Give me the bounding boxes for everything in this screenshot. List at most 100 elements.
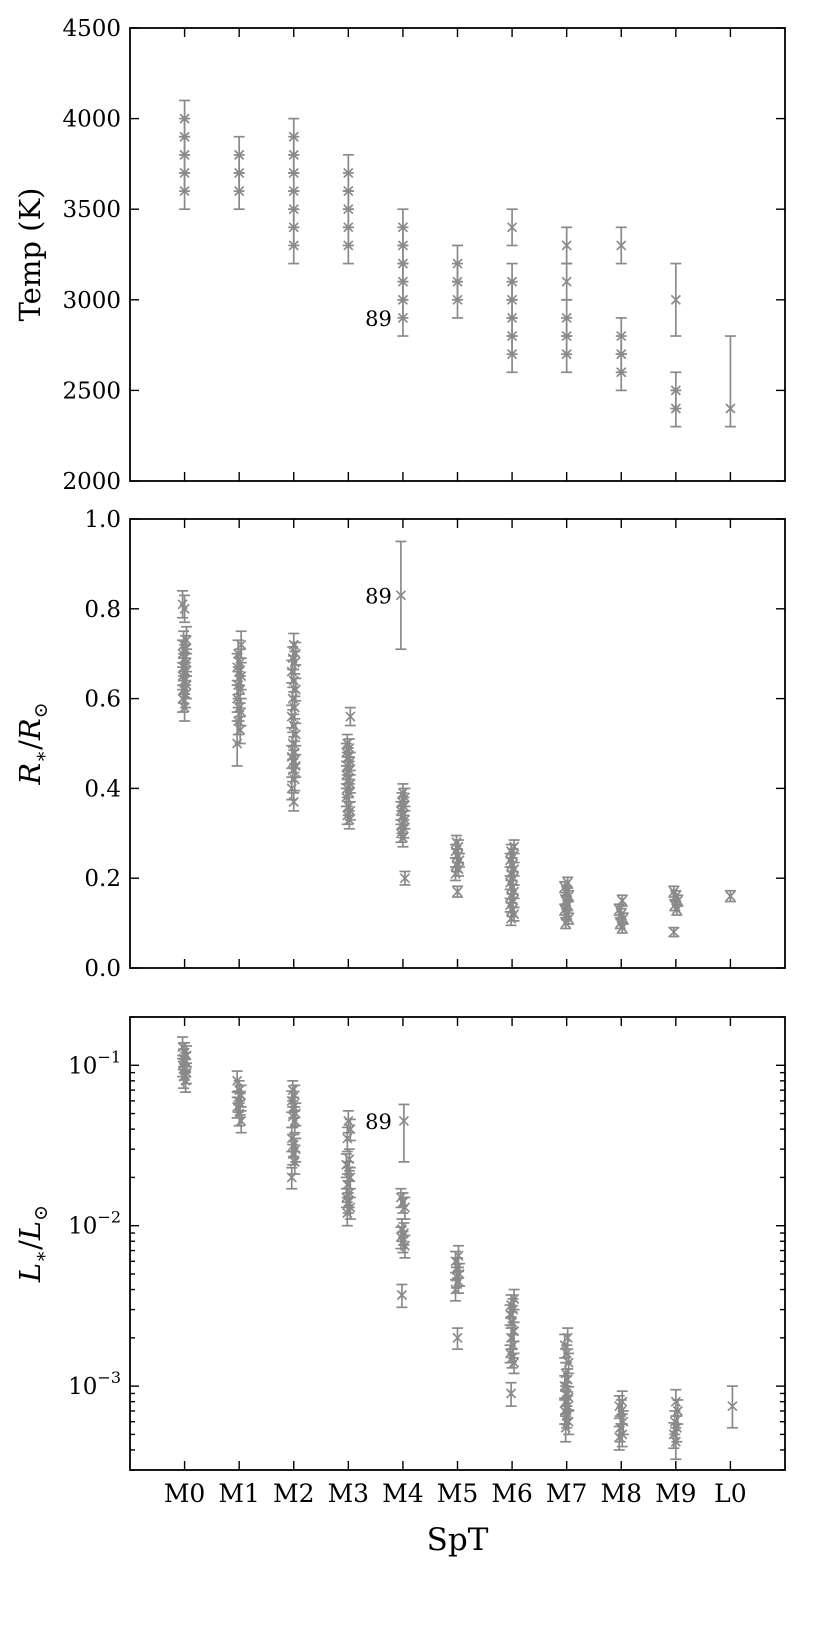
x-marker (234, 185, 245, 197)
x-tick-label: M8 (600, 1479, 642, 1508)
x-marker (617, 922, 628, 933)
tick-labels: M0 M1 M2 M3 M4 M5 M6 M7 M8 M9 L0 10−1 10−2 10−3 (68, 1047, 747, 1508)
x-marker (452, 1332, 463, 1343)
x-marker (450, 868, 461, 879)
x-marker (288, 240, 299, 251)
x-marker (450, 1284, 461, 1295)
x-marker (561, 240, 572, 251)
x-marker (345, 711, 356, 722)
luminosity-panel-chart: M0 M1 M2 M3 M4 M5 M6 M7 M8 M9 L0 10−1 10−2 10−3 89 L∗/L… (13, 1016, 786, 1558)
data-points (177, 540, 736, 938)
x-marker (342, 1207, 353, 1219)
axis-ticks (130, 27, 785, 482)
x-tick-label: M3 (328, 1479, 370, 1508)
x-marker (180, 1075, 191, 1086)
x-marker (670, 294, 681, 305)
x-marker (452, 294, 463, 305)
x-tick-label: M7 (546, 1479, 588, 1508)
x-marker (506, 222, 518, 233)
x-marker (286, 783, 297, 794)
axes-frame (129, 1016, 786, 1471)
x-tick-label: M0 (164, 1479, 206, 1508)
x-marker (561, 349, 572, 360)
y-tick-label: 10−3 (68, 1368, 121, 1400)
y-tick-label: 10−2 (68, 1208, 121, 1240)
y-axis-label: Temp (K) (13, 188, 47, 322)
temp-panel-chart: 2000 2500 3000 3500 4000 4500 89 Temp (K) (13, 16, 786, 495)
axis-ticks (130, 1016, 785, 1471)
x-marker (506, 349, 518, 360)
radius-panel-chart: 0.0 0.2 0.4 0.6 0.8 1.0 89 R∗/R⊙ (13, 507, 786, 982)
x-marker (670, 403, 681, 414)
y-tick-label: 0.4 (84, 776, 121, 802)
x-marker (179, 185, 190, 197)
x-marker (232, 738, 243, 749)
x-marker (289, 1156, 300, 1167)
x-marker (616, 367, 627, 378)
y-tick-label: 2000 (62, 469, 121, 495)
x-tick-label: M1 (218, 1479, 260, 1508)
x-marker (725, 891, 736, 902)
x-marker (395, 590, 407, 601)
y-tick-label: 4500 (62, 16, 121, 42)
x-marker (560, 1422, 571, 1433)
x-marker (342, 1133, 353, 1144)
y-axis-label: L∗/L⊙ (13, 1205, 52, 1283)
x-marker (725, 403, 736, 414)
x-marker (671, 904, 682, 915)
x-marker (670, 1396, 681, 1407)
x-marker (396, 1289, 408, 1301)
x-marker (399, 1240, 411, 1251)
tick-labels: 2000 2500 3000 3500 4000 4500 (62, 16, 121, 495)
x-marker (289, 1115, 300, 1127)
y-tick-label: 0.2 (84, 866, 121, 892)
x-tick-label: L0 (714, 1479, 747, 1508)
x-marker (179, 702, 190, 713)
y-tick-label: 3000 (62, 288, 121, 314)
x-marker (560, 917, 571, 929)
x-marker (508, 1357, 520, 1368)
point-annotation: 89 (365, 307, 392, 331)
x-tick-label: M4 (382, 1479, 424, 1508)
x-marker (399, 873, 411, 884)
x-marker (399, 1202, 411, 1213)
y-tick-label: 0.0 (84, 956, 121, 982)
y-axis-label: R∗/R⊙ (13, 702, 52, 785)
y-tick-label: 4000 (62, 107, 121, 133)
y-tick-label: 0.6 (84, 687, 121, 713)
data-points (177, 1036, 738, 1461)
x-tick-label: M6 (491, 1479, 533, 1508)
y-tick-label: 0.8 (84, 597, 121, 623)
point-annotation: 89 (365, 584, 392, 608)
x-marker (668, 926, 679, 938)
y-tick-label: 1.0 (84, 507, 121, 533)
x-marker (452, 886, 463, 897)
x-marker (177, 693, 188, 704)
tick-labels: 0.0 0.2 0.4 0.6 0.8 1.0 (84, 507, 121, 982)
x-marker (505, 913, 517, 924)
x-tick-label: M2 (273, 1479, 315, 1508)
x-axis-label: SpT (427, 1522, 489, 1558)
x-marker (669, 1416, 680, 1427)
axis-ticks (130, 518, 785, 969)
x-marker (344, 814, 355, 825)
x-marker (397, 312, 409, 324)
x-marker (670, 1436, 681, 1447)
x-marker (343, 1115, 354, 1127)
x-tick-label: M5 (437, 1479, 479, 1508)
x-marker (668, 1429, 679, 1440)
x-marker (561, 276, 572, 287)
data-points (179, 99, 736, 428)
point-annotation: 89 (365, 1110, 392, 1134)
x-marker (343, 240, 354, 251)
x-marker (286, 1172, 297, 1183)
x-tick-label: M9 (655, 1479, 697, 1508)
x-marker (616, 240, 627, 251)
x-marker (398, 1115, 410, 1127)
x-marker (727, 1401, 738, 1412)
x-marker (288, 796, 299, 807)
x-marker (179, 603, 190, 614)
y-tick-label: 2500 (62, 378, 121, 404)
x-marker (614, 1432, 625, 1443)
